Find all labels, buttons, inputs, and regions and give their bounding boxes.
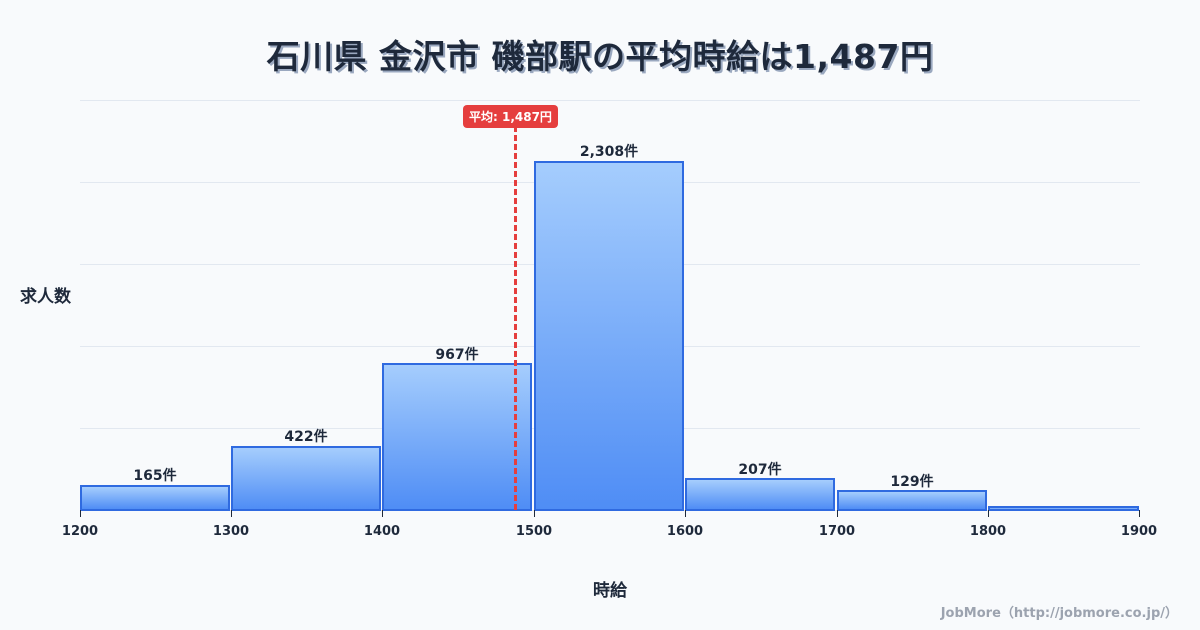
bar-1200 xyxy=(80,485,230,511)
credit-text: JobMore（http://jobmore.co.jp/） xyxy=(940,606,1178,621)
gridline xyxy=(80,100,1140,101)
bar-1500 xyxy=(534,161,684,511)
x-tick xyxy=(988,510,989,517)
x-tick-label: 1300 xyxy=(212,524,250,539)
bar-label: 422件 xyxy=(284,429,328,445)
x-tick xyxy=(1139,510,1140,517)
x-tick-label: 1600 xyxy=(666,524,704,539)
x-tick xyxy=(80,510,81,517)
x-axis-label: 時給 xyxy=(593,581,627,601)
bar-label: 129件 xyxy=(890,474,934,490)
bar-label: 967件 xyxy=(435,347,479,363)
x-tick-label: 1900 xyxy=(1120,524,1158,539)
x-tick-label: 1200 xyxy=(61,524,99,539)
x-tick-label: 1800 xyxy=(969,524,1007,539)
bar-1600 xyxy=(685,478,835,511)
x-tick xyxy=(231,510,232,517)
bar-label: 207件 xyxy=(738,462,782,478)
bar-1800 xyxy=(988,506,1139,511)
bar-1400 xyxy=(382,363,532,511)
chart-title: 石川県 金沢市 磯部駅の平均時給は1,487円 xyxy=(266,37,934,76)
bar-label: 2,308件 xyxy=(579,144,639,160)
bar-1700 xyxy=(837,490,987,511)
bar-label: 165件 xyxy=(133,468,177,484)
average-badge: 平均: 1,487円 xyxy=(463,105,558,128)
x-tick-label: 1400 xyxy=(363,524,401,539)
average-line xyxy=(514,126,517,510)
y-axis-label: 求人数 xyxy=(20,287,71,307)
x-tick xyxy=(685,510,686,517)
x-tick xyxy=(837,510,838,517)
x-tick xyxy=(534,510,535,517)
bar-1300 xyxy=(231,446,381,511)
x-tick-label: 1700 xyxy=(818,524,856,539)
x-tick xyxy=(382,510,383,517)
x-tick-label: 1500 xyxy=(515,524,553,539)
